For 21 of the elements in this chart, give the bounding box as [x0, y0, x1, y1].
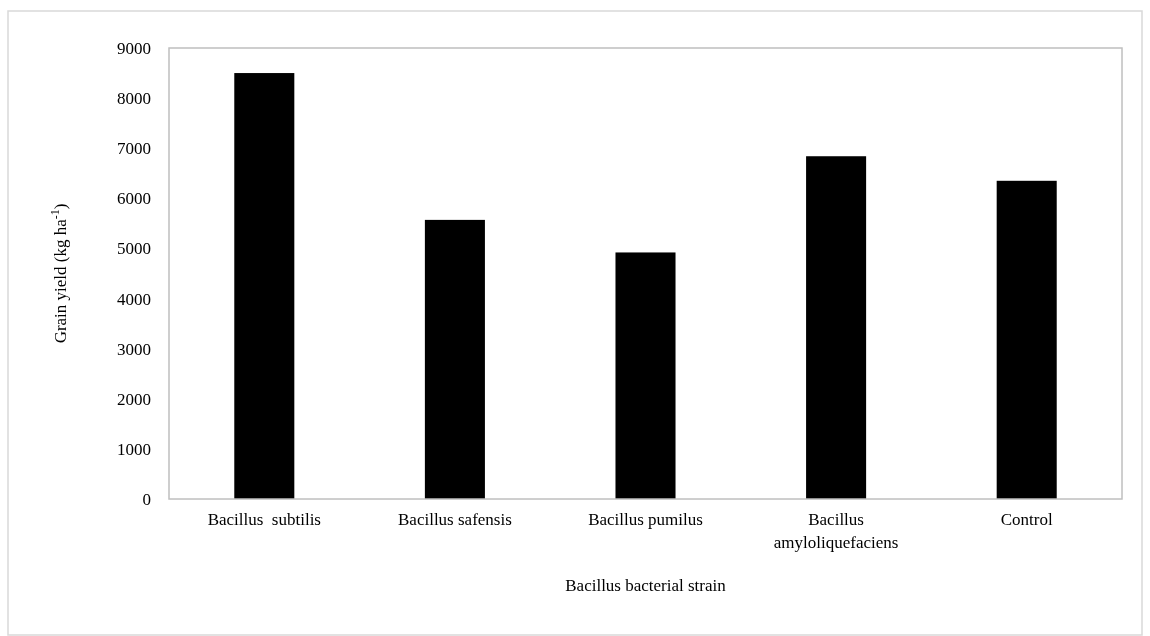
- y-tick-label: 8000: [117, 89, 151, 109]
- x-tick-label: Bacillus safensis: [398, 510, 512, 529]
- y-tick-label: 5000: [117, 239, 151, 259]
- y-tick-label: 0: [142, 489, 151, 509]
- y-tick-label: 4000: [117, 289, 151, 309]
- x-tick-label: Control: [1000, 510, 1053, 529]
- bar: [996, 180, 1057, 499]
- y-tick-label: 3000: [117, 339, 151, 359]
- bar: [806, 156, 867, 499]
- x-tick-label: Bacillus pumilus: [588, 510, 703, 529]
- bar: [615, 252, 676, 499]
- x-tick-label: Bacillus amyloliquefaciens: [773, 510, 899, 552]
- bar: [424, 219, 485, 499]
- bar: [234, 73, 295, 499]
- y-tick-label: 6000: [117, 189, 151, 209]
- x-tick-label: Bacillus subtilis: [207, 510, 321, 529]
- y-tick-label: 9000: [117, 38, 151, 58]
- y-tick-label: 2000: [117, 389, 151, 409]
- x-axis-title: Bacillus bacterial strain: [565, 576, 727, 595]
- y-tick-label: 7000: [117, 139, 151, 159]
- y-tick-label: 1000: [117, 439, 151, 459]
